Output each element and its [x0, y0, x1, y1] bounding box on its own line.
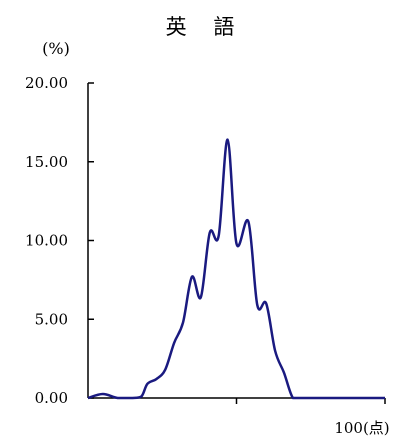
chart-title: 英 語	[166, 15, 245, 39]
y-axis-unit-label: (%)	[42, 39, 70, 58]
y-tick-label: 20.00	[25, 74, 68, 92]
series-layer	[87, 138, 385, 400]
y-tick-label: 10.00	[25, 232, 68, 250]
y-axis-ticks: 0.00 5.00 10.00 15.00 20.00	[25, 74, 94, 407]
y-tick-label: 0.00	[35, 389, 68, 407]
series-line	[87, 138, 385, 400]
x-axis-end-label: 100(点)	[334, 419, 389, 437]
y-tick-label: 5.00	[35, 310, 68, 328]
y-tick-label: 15.00	[25, 153, 68, 171]
